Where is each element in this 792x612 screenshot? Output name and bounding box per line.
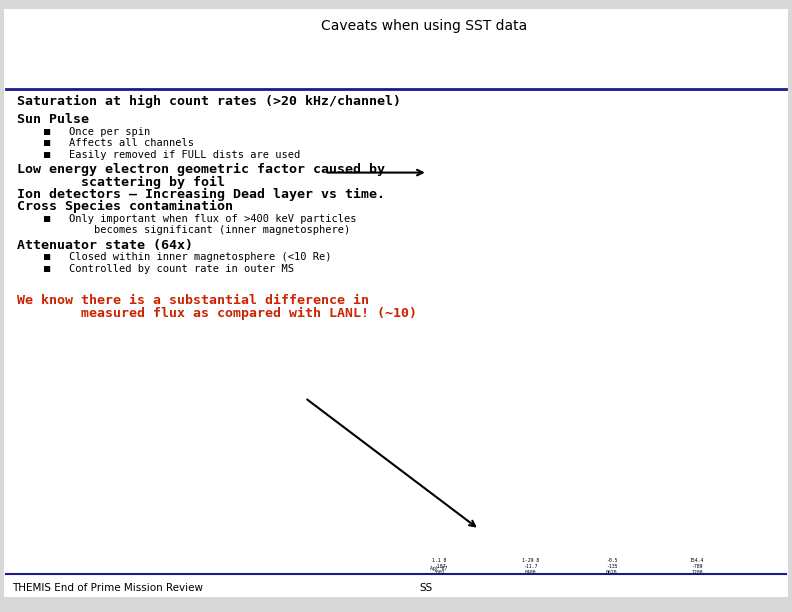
Text: Ry: Ry [746,141,756,150]
Text: Ion detectors – Increasing Dead layer vs time.: Ion detectors – Increasing Dead layer vs… [17,188,386,201]
Text: Sun Pulse: Sun Pulse [17,113,89,126]
Text: Cross Species contamination: Cross Species contamination [17,200,234,213]
Text: SS: SS [420,583,433,592]
Text: Low energy electron geometric factor caused by: Low energy electron geometric factor cau… [17,163,386,176]
Text: Uz: Uz [746,193,756,201]
Text: ■   Controlled by count rate in outer MS: ■ Controlled by count rate in outer MS [44,264,294,274]
Text: ■   Once per spin: ■ Once per spin [44,127,150,136]
Polygon shape [695,19,771,81]
Text: Attenuator state (64x): Attenuator state (64x) [17,239,193,252]
Bar [97,24,291,89]
Text: 154.4
-789
1200: 154.4 -789 1200 [690,558,704,575]
Text: ■   Only important when flux of >400 keV particles: ■ Only important when flux of >400 keV p… [44,214,356,223]
Text: THEMIS End of Prime Mission Review: THEMIS End of Prime Mission Review [12,583,203,592]
Text: becomes significant (inner magnetosphere): becomes significant (inner magnetosphere… [44,225,350,235]
Text: ■   Closed within inner magnetosphere (<10 Re): ■ Closed within inner magnetosphere (<10… [44,252,331,262]
Text: scattering by foil: scattering by foil [17,176,226,188]
Text: Saturation at high count rates (>20 kHz/channel): Saturation at high count rates (>20 kHz/… [17,95,402,108]
Text: ■   Affects all channels: ■ Affects all channels [44,138,193,148]
Text: Caveats when using SST data: Caveats when using SST data [321,19,527,32]
Text: ATHENA: ATHENA [722,41,744,46]
Text: Apr 07: Apr 07 [430,566,447,571]
Text: 1.1 8
-187
3002: 1.1 8 -187 3002 [432,558,447,575]
Text: 1-29 8
-11.7
0400: 1-29 8 -11.7 0400 [522,558,539,575]
Text: measured flux as compared with LANL! (~10): measured flux as compared with LANL! (~1… [17,307,417,319]
Bar [6,24,97,89]
Text: THEMIS: THEMIS [725,54,741,58]
Text: ■   Easily removed if FULL dists are used: ■ Easily removed if FULL dists are used [44,150,300,160]
Text: We know there is a substantial difference in: We know there is a substantial differenc… [17,294,369,307]
Circle shape [89,49,158,64]
Text: -0.5
-135
0620: -0.5 -135 0620 [606,558,617,575]
Text: Ux: Ux [746,110,756,118]
Text: [nT]: [nT] [402,155,407,166]
Text: THEMIS: THEMIS [158,47,242,66]
